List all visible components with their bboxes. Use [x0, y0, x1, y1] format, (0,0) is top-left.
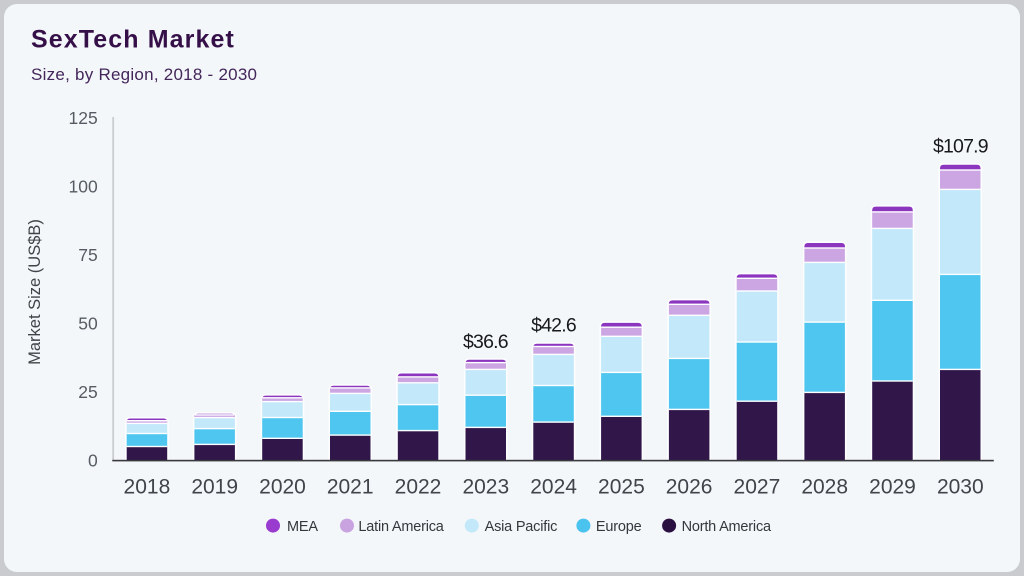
svg-text:Europe: Europe [596, 519, 642, 535]
svg-text:2028: 2028 [801, 476, 848, 499]
svg-text:2024: 2024 [530, 476, 577, 499]
svg-text:Latin America: Latin America [358, 519, 444, 535]
svg-text:2021: 2021 [327, 476, 374, 499]
svg-text:$42.6: $42.6 [531, 314, 576, 336]
svg-text:2023: 2023 [462, 476, 509, 499]
svg-text:North America: North America [682, 519, 772, 535]
svg-text:2027: 2027 [734, 476, 781, 499]
svg-text:Asia Pacific: Asia Pacific [485, 519, 558, 535]
svg-text:$107.9: $107.9 [933, 135, 988, 157]
svg-text:MEA: MEA [287, 519, 318, 535]
svg-text:Size, by Region, 2018 - 2030: Size, by Region, 2018 - 2030 [31, 65, 257, 84]
svg-text:Market Size (US$B): Market Size (US$B) [26, 219, 44, 365]
svg-text:25: 25 [78, 382, 97, 402]
svg-text:50: 50 [78, 314, 98, 334]
svg-text:2030: 2030 [937, 476, 984, 499]
svg-text:2020: 2020 [259, 476, 306, 499]
svg-text:2026: 2026 [666, 476, 713, 499]
svg-text:2029: 2029 [869, 476, 916, 499]
svg-text:SexTech Market: SexTech Market [31, 26, 235, 54]
svg-text:75: 75 [78, 245, 97, 265]
svg-text:2018: 2018 [124, 476, 171, 499]
svg-text:$36.6: $36.6 [463, 331, 508, 353]
svg-text:2019: 2019 [191, 476, 238, 499]
svg-text:100: 100 [68, 177, 97, 197]
svg-text:125: 125 [68, 108, 97, 128]
svg-text:2025: 2025 [598, 476, 645, 499]
svg-text:2022: 2022 [395, 476, 442, 499]
svg-text:0: 0 [88, 451, 98, 471]
